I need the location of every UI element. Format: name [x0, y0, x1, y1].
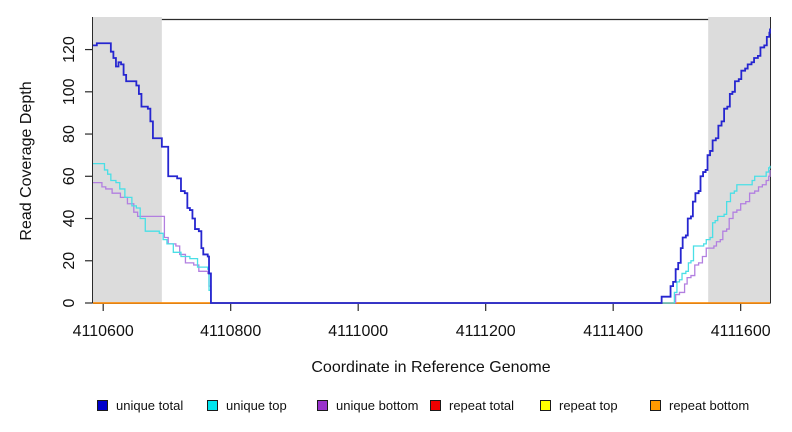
x-tick-label: 4111000	[328, 323, 388, 340]
series-line-unique-top	[93, 162, 771, 304]
x-tick-label: 4110600	[73, 323, 134, 340]
series-line-unique-total	[93, 28, 771, 304]
y-tick-label: 60	[61, 167, 78, 185]
legend-label: repeat bottom	[669, 397, 750, 413]
y-tick-label: 20	[61, 252, 78, 270]
legend-item-unique-top: unique top	[207, 396, 287, 414]
legend-item-repeat-bottom: repeat bottom	[650, 396, 749, 414]
legend-swatch	[97, 399, 108, 411]
x-tick-label: 4110800	[200, 323, 261, 340]
y-tick-label: 80	[61, 125, 78, 143]
legend-label: unique bottom	[336, 397, 419, 413]
x-tick-label: 4111200	[456, 323, 516, 340]
y-tick-label: 100	[61, 78, 78, 105]
y-tick-label: 120	[61, 36, 78, 63]
legend-item-repeat-total: repeat total	[430, 396, 514, 414]
legend-item-unique-total: unique total	[97, 396, 183, 414]
y-tick-label: 40	[61, 210, 78, 228]
legend-swatch	[317, 399, 328, 411]
legend-label: repeat total	[449, 397, 515, 413]
legend-item-unique-bottom: unique bottom	[317, 396, 418, 414]
y-tick-label: 0	[61, 298, 78, 307]
shaded-region-left-repeat-region	[93, 17, 162, 303]
legend-item-repeat-top: repeat top	[540, 396, 618, 414]
legend-label: repeat top	[559, 397, 618, 413]
legend-swatch	[540, 399, 551, 411]
series-line-unique-bottom	[93, 169, 771, 304]
y-axis-title: Read Coverage Depth	[18, 81, 35, 241]
legend: unique total unique top unique bottom repea…	[0, 396, 792, 418]
legend-swatch	[650, 399, 661, 411]
legend-label: unique top	[226, 397, 287, 413]
legend-swatch	[207, 399, 218, 411]
shaded-region-right-repeat-region	[708, 17, 770, 303]
legend-swatch	[430, 399, 441, 411]
x-tick-label: 4111600	[711, 323, 771, 340]
x-tick-label: 4111400	[583, 323, 643, 340]
legend-label: unique total	[116, 397, 184, 413]
x-axis-title: Coordinate in Reference Genome	[311, 359, 551, 376]
